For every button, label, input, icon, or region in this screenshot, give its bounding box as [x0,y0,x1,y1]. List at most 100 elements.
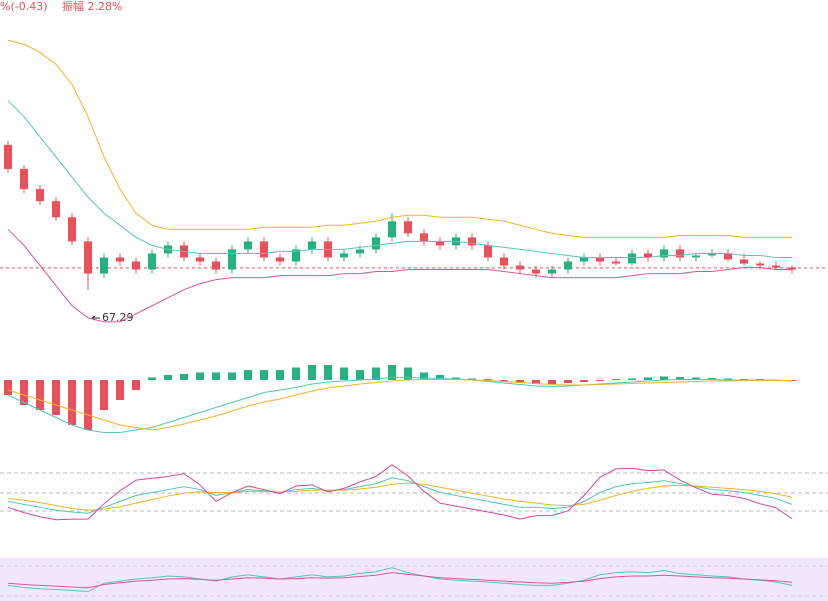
macd-bar [308,365,316,380]
macd-bar [100,380,108,410]
macd-bar [196,372,204,380]
macd-bar [484,379,492,380]
candle-body [532,269,540,274]
macd-bar [532,380,540,384]
candle-body [740,259,748,264]
candle-body [100,257,108,274]
macd-bar [516,380,524,383]
indicator-line [7,377,793,433]
macd-bar [68,380,76,425]
macd-bar [404,367,412,380]
macd-bar [164,375,172,380]
candle-body [788,267,796,270]
indicator-line [7,39,792,238]
candle-body [644,253,652,258]
macd-bar [116,380,124,400]
macd-bar [276,370,284,380]
indicator-line [7,379,792,431]
candle-body [116,257,124,262]
candle-body [580,257,588,262]
macd-bar [340,367,348,380]
candle-body [548,269,556,274]
indicator-line [7,572,793,589]
macd-bar [180,374,188,380]
candle-body [484,245,492,258]
candle-body [596,257,604,262]
low-annotation: 67.29 [102,311,134,324]
macd-bar [36,380,44,410]
candle-body [292,249,300,262]
indicator-line [7,477,793,514]
rsi-background [0,558,828,601]
macd-bar [260,370,268,380]
candle-body [36,189,44,202]
candle-body [676,249,684,258]
indicator-line [7,464,793,521]
candle-body [228,249,236,270]
macd-bar [212,372,220,380]
macd-bar [468,378,476,380]
candle-body [196,257,204,262]
candle-body [148,253,156,270]
candle-body [212,261,220,270]
indicator-line [7,100,792,258]
macd-bar [420,372,428,380]
indicator-line [7,567,793,593]
macd-bar [388,365,396,380]
macd-bar [660,376,668,380]
macd-bar [292,367,300,380]
macd-bar [324,365,332,380]
candle-body [516,265,524,270]
candle-body [404,221,412,234]
macd-bar [628,378,636,380]
macd-bar [548,380,556,384]
macd-bar [228,372,236,380]
candle-body [52,201,60,218]
macd-bar [692,377,700,380]
macd-bar [644,377,652,380]
macd-bar [436,375,444,380]
macd-bar [20,380,28,405]
candle-body [20,168,28,190]
candle-body [244,241,252,250]
macd-bar [244,370,252,380]
macd-bar [84,380,92,430]
candle-body [772,265,780,268]
candle-body [388,221,396,238]
macd-bar [564,380,572,383]
candle-body [420,233,428,242]
macd-bar [52,380,60,415]
candle-body [468,237,476,246]
candle-body [132,261,140,270]
candle-body [436,241,444,246]
macd-bar [580,380,588,382]
candle-body [68,217,76,242]
change-text: %(-0.43) [0,0,48,13]
candle-body [708,253,716,256]
candle-body [756,263,764,266]
macd-bar [676,377,684,380]
candle-body [692,255,700,258]
candle-body [724,253,732,260]
macd-bar [4,380,12,395]
macd-bar [356,370,364,380]
macd-bar [596,380,604,381]
candle-body [276,257,284,262]
candle-body [612,261,620,264]
candle-body [84,241,92,274]
candle-body [260,241,268,258]
macd-bar [132,380,140,390]
candle-body [660,249,668,258]
candle-body [340,253,348,258]
macd-bar [372,367,380,380]
amplitude-text: 振幅 2.28% [62,0,122,13]
candle-body [372,237,380,250]
candle-body [308,241,316,250]
candle-body [500,257,508,266]
macd-bar [148,377,156,380]
macd-bar [724,378,732,380]
candle-body [564,261,572,270]
candle-body [628,253,636,264]
indicator-line [7,482,793,511]
